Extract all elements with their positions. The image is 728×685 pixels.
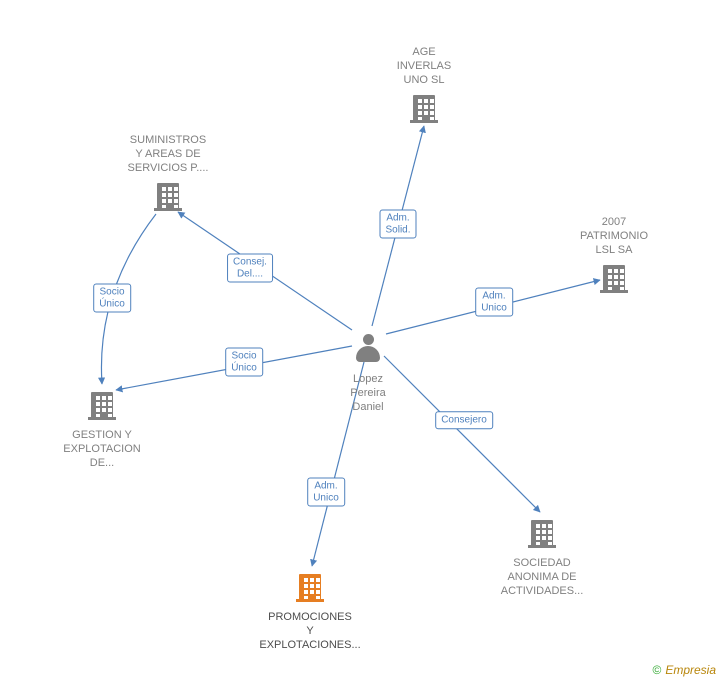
watermark: © Empresia	[652, 663, 716, 677]
node-label: SOCIEDADANONIMA DEACTIVIDADES...	[487, 557, 597, 598]
edge-label: Consej.Del....	[227, 254, 273, 283]
building-icon	[528, 516, 556, 548]
building-icon	[296, 570, 324, 602]
company-node[interactable]: 2007PATRIMONIOLSL SA	[559, 214, 669, 298]
edge-label: Adm.Unico	[475, 288, 513, 317]
center-node[interactable]: LopezPereiraDaniel	[313, 332, 423, 414]
node-label: PROMOCIONESYEXPLOTACIONES...	[255, 611, 365, 652]
building-icon	[410, 91, 438, 123]
person-icon	[354, 332, 382, 364]
copyright-symbol: ©	[652, 663, 661, 677]
watermark-text: Empresia	[665, 663, 716, 677]
company-node[interactable]: SOCIEDADANONIMA DEACTIVIDADES...	[487, 516, 597, 598]
company-node[interactable]: AGEINVERLASUNO SL	[369, 44, 479, 128]
node-label: LopezPereiraDaniel	[313, 373, 423, 414]
edge-label: Adm.Unico	[307, 478, 345, 507]
node-label: 2007PATRIMONIOLSL SA	[559, 216, 669, 257]
edge-label: SocioÚnico	[93, 284, 131, 313]
building-icon	[600, 261, 628, 293]
node-label: GESTION YEXPLOTACIONDE...	[47, 429, 157, 470]
edge-label: Consejero	[435, 411, 493, 429]
building-icon	[154, 179, 182, 211]
node-label: SUMINISTROSY AREAS DESERVICIOS P....	[113, 134, 223, 175]
company-node[interactable]: SUMINISTROSY AREAS DESERVICIOS P....	[113, 132, 223, 216]
company-node[interactable]: PROMOCIONESYEXPLOTACIONES...	[255, 570, 365, 652]
edge-label: Adm.Solid.	[379, 210, 416, 239]
node-label: AGEINVERLASUNO SL	[369, 46, 479, 87]
network-canvas: Adm.Solid. Adm.Unico Consejero Adm.Unico Soc…	[0, 0, 728, 685]
building-icon	[88, 388, 116, 420]
company-node[interactable]: GESTION YEXPLOTACIONDE...	[47, 388, 157, 470]
edge-label: SocioÚnico	[225, 348, 263, 377]
